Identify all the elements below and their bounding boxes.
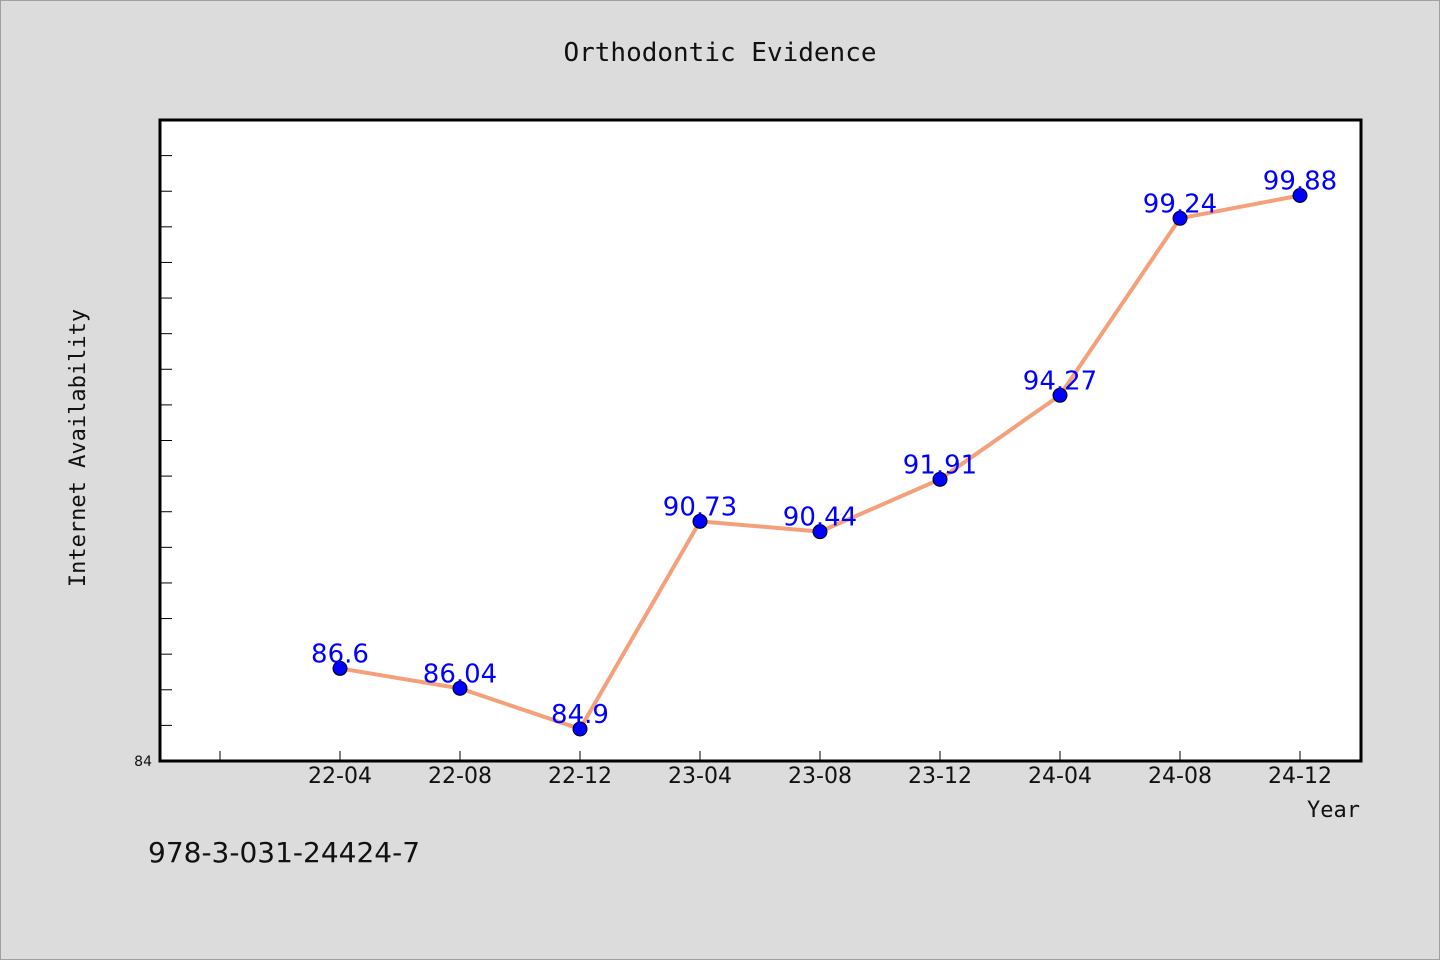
x-tick-label: 22-12 xyxy=(548,764,612,789)
plot-area xyxy=(158,118,1363,763)
data-point xyxy=(1052,387,1068,403)
data-point xyxy=(932,471,948,487)
isbn-footer: 978-3-031-24424-7 xyxy=(148,836,420,869)
data-point xyxy=(812,524,828,540)
x-tick-label: 24-04 xyxy=(1028,764,1092,789)
x-tick-label: 23-08 xyxy=(788,764,852,789)
data-label: 99.24 xyxy=(1143,189,1217,219)
series-group: 86.6 86.04 84.9 90.73 90.44 91.91 94.27 99.24 99… xyxy=(311,166,1337,737)
data-point xyxy=(1172,210,1188,226)
y-axis-label: Internet Availability xyxy=(66,309,91,587)
data-point xyxy=(332,660,348,676)
x-tick-label: 24-12 xyxy=(1268,764,1332,789)
chart-title: Orthodontic Evidence xyxy=(563,38,876,68)
data-point xyxy=(692,513,708,529)
y-tick-label: 84 xyxy=(134,754,152,770)
x-tick-label: 23-04 xyxy=(668,764,732,789)
y-axis-ticks xyxy=(160,155,172,726)
x-axis-label: Year xyxy=(1307,798,1360,823)
data-label: 94.27 xyxy=(1023,366,1097,396)
data-label: 90.44 xyxy=(783,503,857,533)
x-tick-label: 23-12 xyxy=(908,764,972,789)
data-label: 91.91 xyxy=(903,450,977,480)
data-label: 86.6 xyxy=(311,639,369,669)
data-label: 84.9 xyxy=(551,700,609,730)
data-point xyxy=(1292,187,1308,203)
data-label: 99.88 xyxy=(1263,166,1337,196)
data-label: 86.04 xyxy=(423,659,497,689)
data-point xyxy=(452,680,468,696)
x-tick-label: 24-08 xyxy=(1148,764,1212,789)
x-axis-ticks: 22-04 22-08 22-12 23-04 23-08 23-12 24-04 24-08… xyxy=(219,751,1332,789)
data-point xyxy=(572,721,588,737)
x-tick-label: 22-08 xyxy=(428,764,492,789)
data-label: 90.73 xyxy=(663,492,737,522)
x-tick-label: 22-04 xyxy=(308,764,372,789)
